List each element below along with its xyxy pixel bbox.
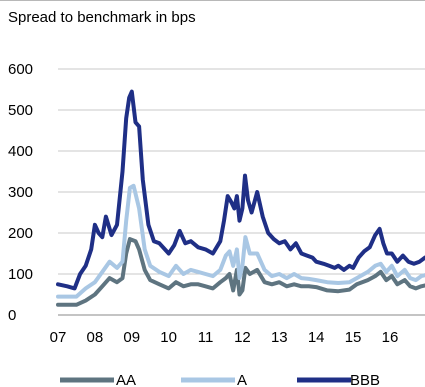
y-tick-label: 200 bbox=[8, 225, 33, 242]
series-lines bbox=[56, 89, 425, 307]
x-tick-label: 15 bbox=[345, 329, 362, 346]
series-line-aa bbox=[56, 237, 425, 307]
top-rule bbox=[0, 0, 425, 1]
x-tick-label: 14 bbox=[308, 329, 325, 346]
x-tick-label: 09 bbox=[123, 329, 140, 346]
series-line-a bbox=[56, 183, 425, 299]
x-tick-label: 10 bbox=[160, 329, 177, 346]
y-tick-label: 0 bbox=[8, 307, 16, 324]
y-tick-label: 400 bbox=[8, 143, 33, 160]
x-tick-label: 07 bbox=[50, 329, 67, 346]
y-tick-label: 500 bbox=[8, 102, 33, 119]
x-tick-label: 11 bbox=[198, 329, 214, 346]
y-axis-tick-labels: 0 100 200 300 400 500 600 bbox=[8, 61, 33, 324]
legend-label-a: A bbox=[237, 372, 247, 387]
x-axis-tick-labels: 07 08 09 10 11 12 13 14 15 16 bbox=[50, 329, 399, 346]
chart-title: Spread to benchmark in bps bbox=[8, 9, 196, 26]
y-tick-label: 600 bbox=[8, 61, 33, 78]
legend-label-aa: AA bbox=[116, 372, 136, 387]
legend: AA A BBB bbox=[60, 372, 380, 387]
y-tick-label: 300 bbox=[8, 184, 33, 201]
x-tick-label: 16 bbox=[382, 329, 399, 346]
y-tick-label: 100 bbox=[8, 266, 33, 283]
legend-label-bbb: BBB bbox=[350, 372, 380, 387]
series-line-bbb bbox=[56, 89, 425, 291]
x-tick-label: 13 bbox=[271, 329, 288, 346]
x-tick-label: 08 bbox=[87, 329, 104, 346]
x-tick-label: 12 bbox=[234, 329, 251, 346]
